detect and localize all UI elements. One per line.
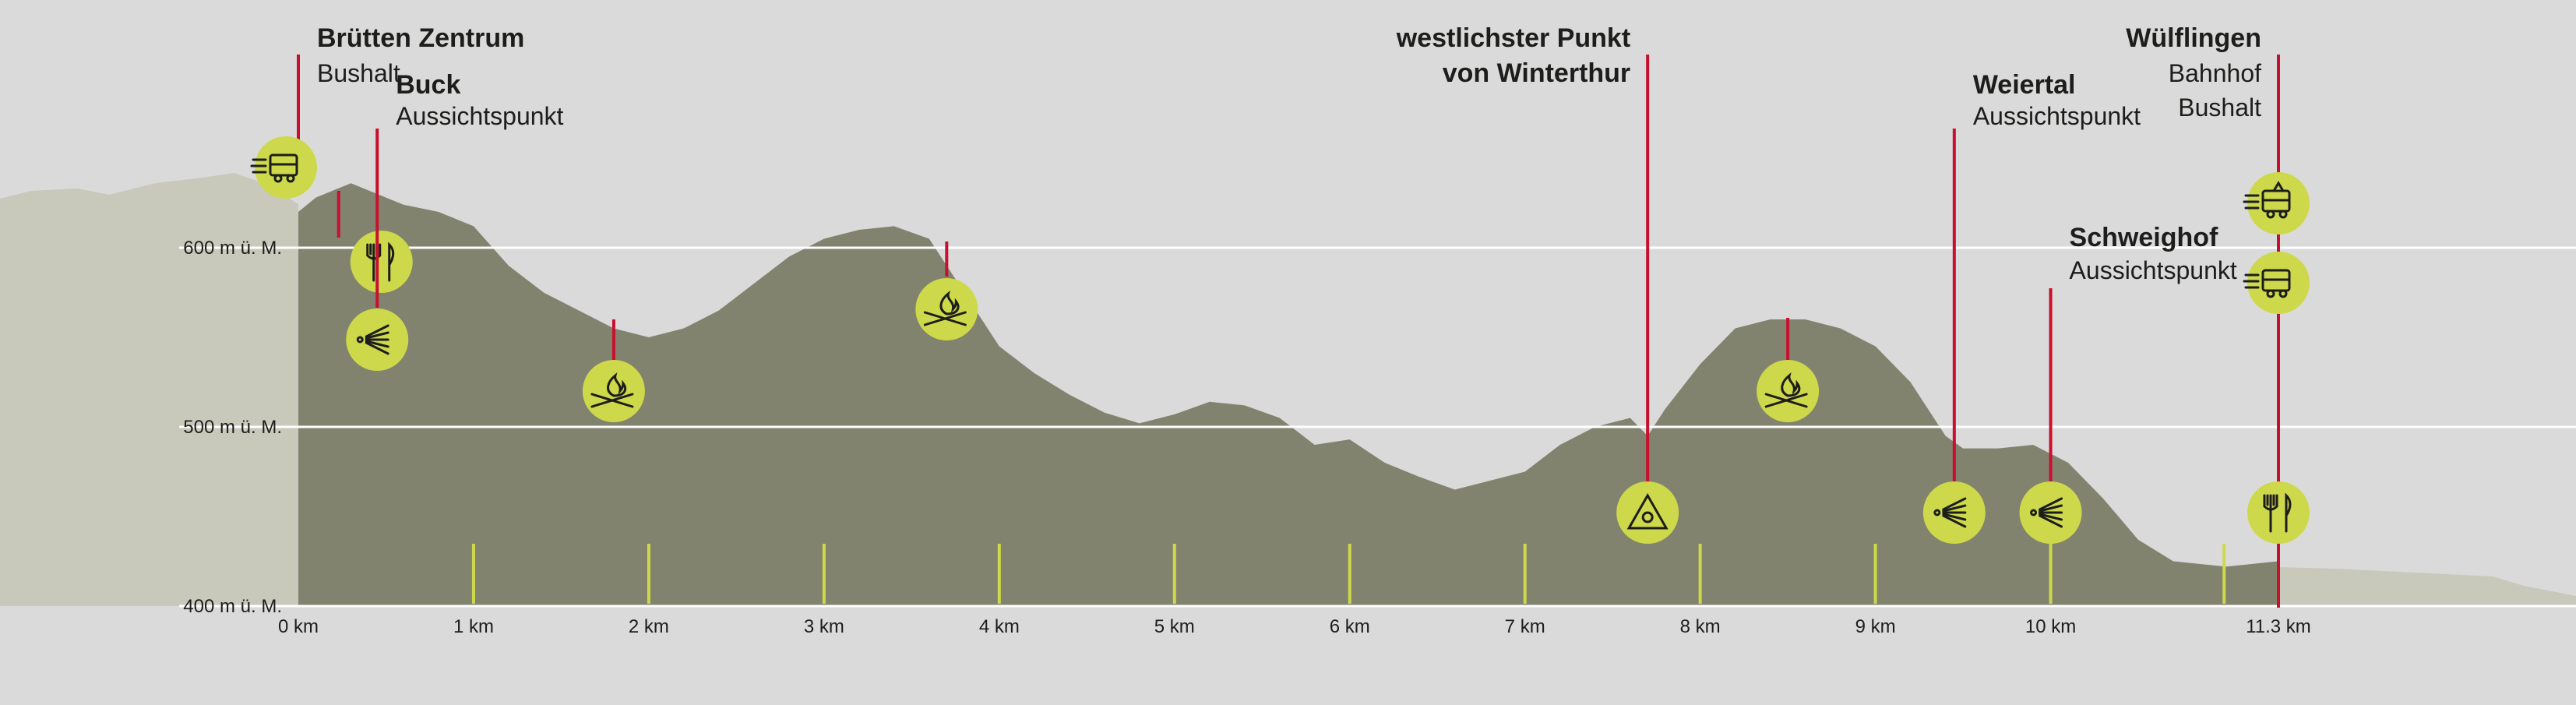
terrain-context-right (2278, 567, 2576, 606)
poi-sub-label: Bahnhof (2169, 59, 2261, 87)
train-icon (2243, 172, 2310, 234)
elevation-profile-area (298, 183, 2278, 606)
viewpoint-icon (346, 308, 409, 371)
x-tick-label: 1 km (453, 616, 494, 637)
icon-badge (2247, 252, 2310, 314)
icon-badge (2247, 481, 2310, 544)
x-tick-label: 10 km (2025, 616, 2076, 637)
poi-marker-9: Wülflingen Bahnhof Bushalt (2126, 23, 2310, 608)
poi-marker-6 (1757, 318, 1820, 422)
bus-icon (250, 136, 317, 199)
viewpoint-icon (2019, 481, 2082, 544)
poi-marker-8: Schweighof Aussichtspunkt (2019, 223, 2237, 544)
icon-badge (915, 278, 978, 340)
poi-name-label: Brütten Zentrum (317, 23, 524, 53)
poi-sub-label: Bushalt (2178, 93, 2261, 122)
icon-badge (1757, 360, 1820, 422)
y-tick-label: 500 m ü. M. (183, 417, 282, 438)
x-tick-label: 6 km (1330, 616, 1370, 637)
restaurant-icon (2247, 481, 2310, 544)
x-tick-label: 7 km (1505, 616, 1545, 637)
x-tick-label: 8 km (1680, 616, 1721, 637)
x-tick-label: 5 km (1154, 616, 1195, 637)
poi-marker-0: Brütten Zentrum Bushalt (250, 23, 524, 199)
poi-sub-label: Aussichtspunkt (1973, 102, 2141, 130)
viewpoint-icon (1922, 481, 1986, 544)
poi-marker-1 (337, 191, 413, 293)
fire-icon (582, 360, 645, 422)
poi-name-label: westlichster Punkt (1396, 23, 1630, 53)
y-tick-label: 400 m ü. M. (183, 596, 282, 617)
poi-sub-label: Aussichtspunkt (2070, 256, 2237, 284)
x-tick-label: 11.3 km (2246, 616, 2311, 637)
poi-marker-5: westlichster Punkt von Winterthur (1396, 23, 1679, 544)
icon-badge (350, 231, 413, 293)
icon-badge (255, 136, 317, 199)
icon-badge (2247, 172, 2310, 234)
restaurant-icon (350, 231, 413, 293)
poi-name-label: Weiertal (1973, 70, 2076, 100)
landmark-icon (1616, 481, 1679, 544)
icon-badge (582, 360, 645, 422)
x-tick-label: 4 km (979, 616, 1020, 637)
poi-sub-label: Bushalt (317, 59, 400, 87)
fire-icon (1757, 360, 1820, 422)
poi-sub-label: Aussichtspunkt (396, 102, 563, 130)
poi-marker-4 (915, 241, 978, 340)
terrain-context-left (0, 173, 298, 606)
fire-icon (915, 278, 978, 340)
x-tick-label: 9 km (1855, 616, 1896, 637)
y-tick-label: 600 m ü. M. (183, 238, 282, 259)
poi-name-label: Schweighof (2070, 223, 2218, 252)
poi-name-label: Wülflingen (2126, 23, 2261, 53)
poi-name-label: Buck (396, 70, 460, 100)
x-tick-label: 0 km (278, 616, 319, 637)
bus-icon (2243, 252, 2310, 314)
poi-sub-label: von Winterthur (1443, 58, 1630, 88)
poi-marker-3 (582, 319, 645, 422)
x-tick-label: 3 km (804, 616, 844, 637)
x-tick-label: 2 km (629, 616, 669, 637)
